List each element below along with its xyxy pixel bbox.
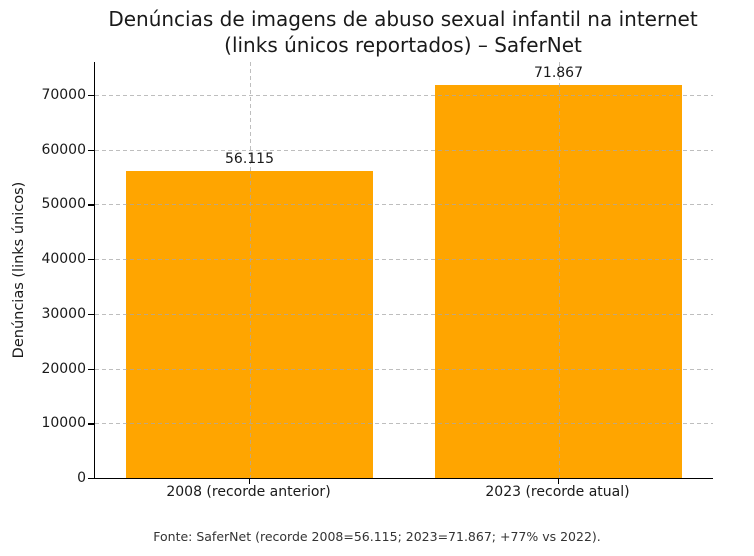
- y-tick-mark: [88, 204, 94, 206]
- y-tick-label: 0: [77, 470, 86, 486]
- chart-title: Denúncias de imagens de abuso sexual inf…: [52, 6, 754, 58]
- y-gridline: [95, 149, 713, 151]
- y-gridline: [95, 204, 713, 206]
- bar-value-label: 56.115: [225, 150, 274, 167]
- x-tick-mark: [248, 479, 250, 485]
- y-tick-mark: [88, 423, 94, 425]
- y-tick-label: 70000: [41, 86, 86, 103]
- y-tick-label: 20000: [41, 360, 86, 377]
- y-tick-mark: [88, 149, 94, 151]
- y-tick-label: 10000: [41, 415, 86, 432]
- y-gridline: [95, 313, 713, 315]
- y-gridline: [95, 94, 713, 96]
- y-gridline: [95, 423, 713, 425]
- y-tick-mark: [88, 259, 94, 261]
- x-gridline: [558, 62, 560, 478]
- x-tick-mark: [557, 479, 559, 485]
- y-tick-mark: [88, 368, 94, 370]
- y-tick-label: 40000: [41, 251, 86, 268]
- source-note: Fonte: SaferNet (recorde 2008=56.115; 20…: [153, 529, 601, 544]
- y-gridline: [95, 259, 713, 261]
- y-tick-label: 50000: [41, 196, 86, 213]
- x-gridline: [249, 62, 251, 478]
- y-tick-mark: [88, 94, 94, 97]
- bar-value-label: 71.867: [534, 64, 583, 81]
- y-axis-label: Denúncias (links únicos): [11, 181, 27, 359]
- y-tick-label: 60000: [41, 141, 86, 158]
- x-tick-label: 2023 (recorde atual): [485, 484, 630, 500]
- y-tick-mark: [88, 478, 94, 480]
- chart-title-line2: (links únicos reportados) – SaferNet: [224, 33, 582, 57]
- plot-area: 56.115 71.867: [94, 62, 713, 479]
- y-gridline: [95, 368, 713, 370]
- y-tick-label: 30000: [41, 305, 86, 322]
- chart-title-line1: Denúncias de imagens de abuso sexual inf…: [108, 7, 698, 31]
- y-tick-mark: [88, 313, 94, 316]
- x-tick-label: 2008 (recorde anterior): [166, 484, 331, 500]
